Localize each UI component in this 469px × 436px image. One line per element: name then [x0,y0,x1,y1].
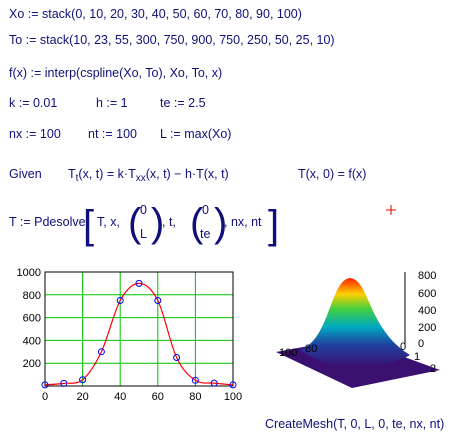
cursor [386,205,396,215]
solve-head: T := Pdesolve [9,215,86,229]
y-tick-label: 1000 [17,267,41,279]
plot-frame [44,271,234,387]
bracket: [ [83,203,94,247]
surface-plot: 800 600 400 200 0 100 80 0 1 2 [276,270,440,388]
z-label: 600 [418,288,436,300]
y-tick-label: 200 [23,358,41,370]
nt-def: nt := 100 [88,127,137,141]
z-label: 0 [418,338,424,350]
pde: Tt(x, t) = k·Txx(x, t) − h·T(x, t) [68,167,229,184]
paren: ( [190,201,204,245]
data-point [210,379,218,387]
nx-def: nx := 100 [9,127,61,141]
z-label: 200 [418,322,436,334]
vector: 0 [202,203,209,217]
solve-args: T, x, [97,215,120,229]
te-def: te := 2.5 [160,96,206,110]
data-point [116,297,124,304]
data-point [173,354,181,361]
paren: ( [128,201,142,245]
data-point [60,379,68,387]
z-label: 800 [418,270,436,282]
y-label: 2 [430,363,436,375]
x-tick-label: 100 [224,391,242,403]
y-label: 1 [414,351,420,363]
data-point [79,376,87,384]
paren: ) [151,201,164,245]
create-mesh: CreateMesh(T, 0, L, 0, te, nx, nt) [265,417,444,431]
y-tick-label: 400 [23,335,41,347]
x-tick-label: 60 [152,391,164,403]
vector: te [200,227,210,241]
x-tick-label: 80 [189,391,201,403]
xy-plot: 200 400 600 800 1000 0 20 40 60 80 100 [17,267,243,403]
x-label: 80 [305,343,317,355]
initial-condition: T(x, 0) = f(x) [298,167,366,181]
h-def: h := 1 [96,96,128,110]
y-label: 0 [400,341,406,353]
solve-args: , nx, nt [224,215,262,229]
paren: ) [214,201,227,245]
vector: L [140,227,147,241]
data-point [97,348,105,356]
bracket: ] [268,203,279,247]
solve-args: , t, [162,215,176,229]
data-point [41,381,49,389]
surface-peak [300,278,410,368]
y-tick-label: 800 [23,290,41,302]
stack-to: To := stack(10, 23, 55, 300, 750, 900, 7… [9,33,335,47]
given: Given [9,167,42,181]
y-tick-label: 600 [23,313,41,325]
x-tick-label: 0 [42,391,48,403]
stack-xo: Xo := stack(0, 10, 20, 30, 40, 50, 60, 7… [9,7,302,21]
x-tick-label: 40 [114,391,126,403]
data-point [191,376,199,384]
x-label: 100 [279,347,297,359]
curve [44,282,234,386]
k-def: k := 0.01 [9,96,57,110]
data-point [135,279,143,287]
l-def: L := max(Xo) [160,127,231,141]
data-point [154,297,162,304]
vector: 0 [140,203,147,217]
z-label: 400 [418,305,436,317]
data-point [229,381,237,389]
interp-def: f(x) := interp(cspline(Xo, To), Xo, To, … [9,66,222,80]
x-tick-label: 20 [76,391,88,403]
